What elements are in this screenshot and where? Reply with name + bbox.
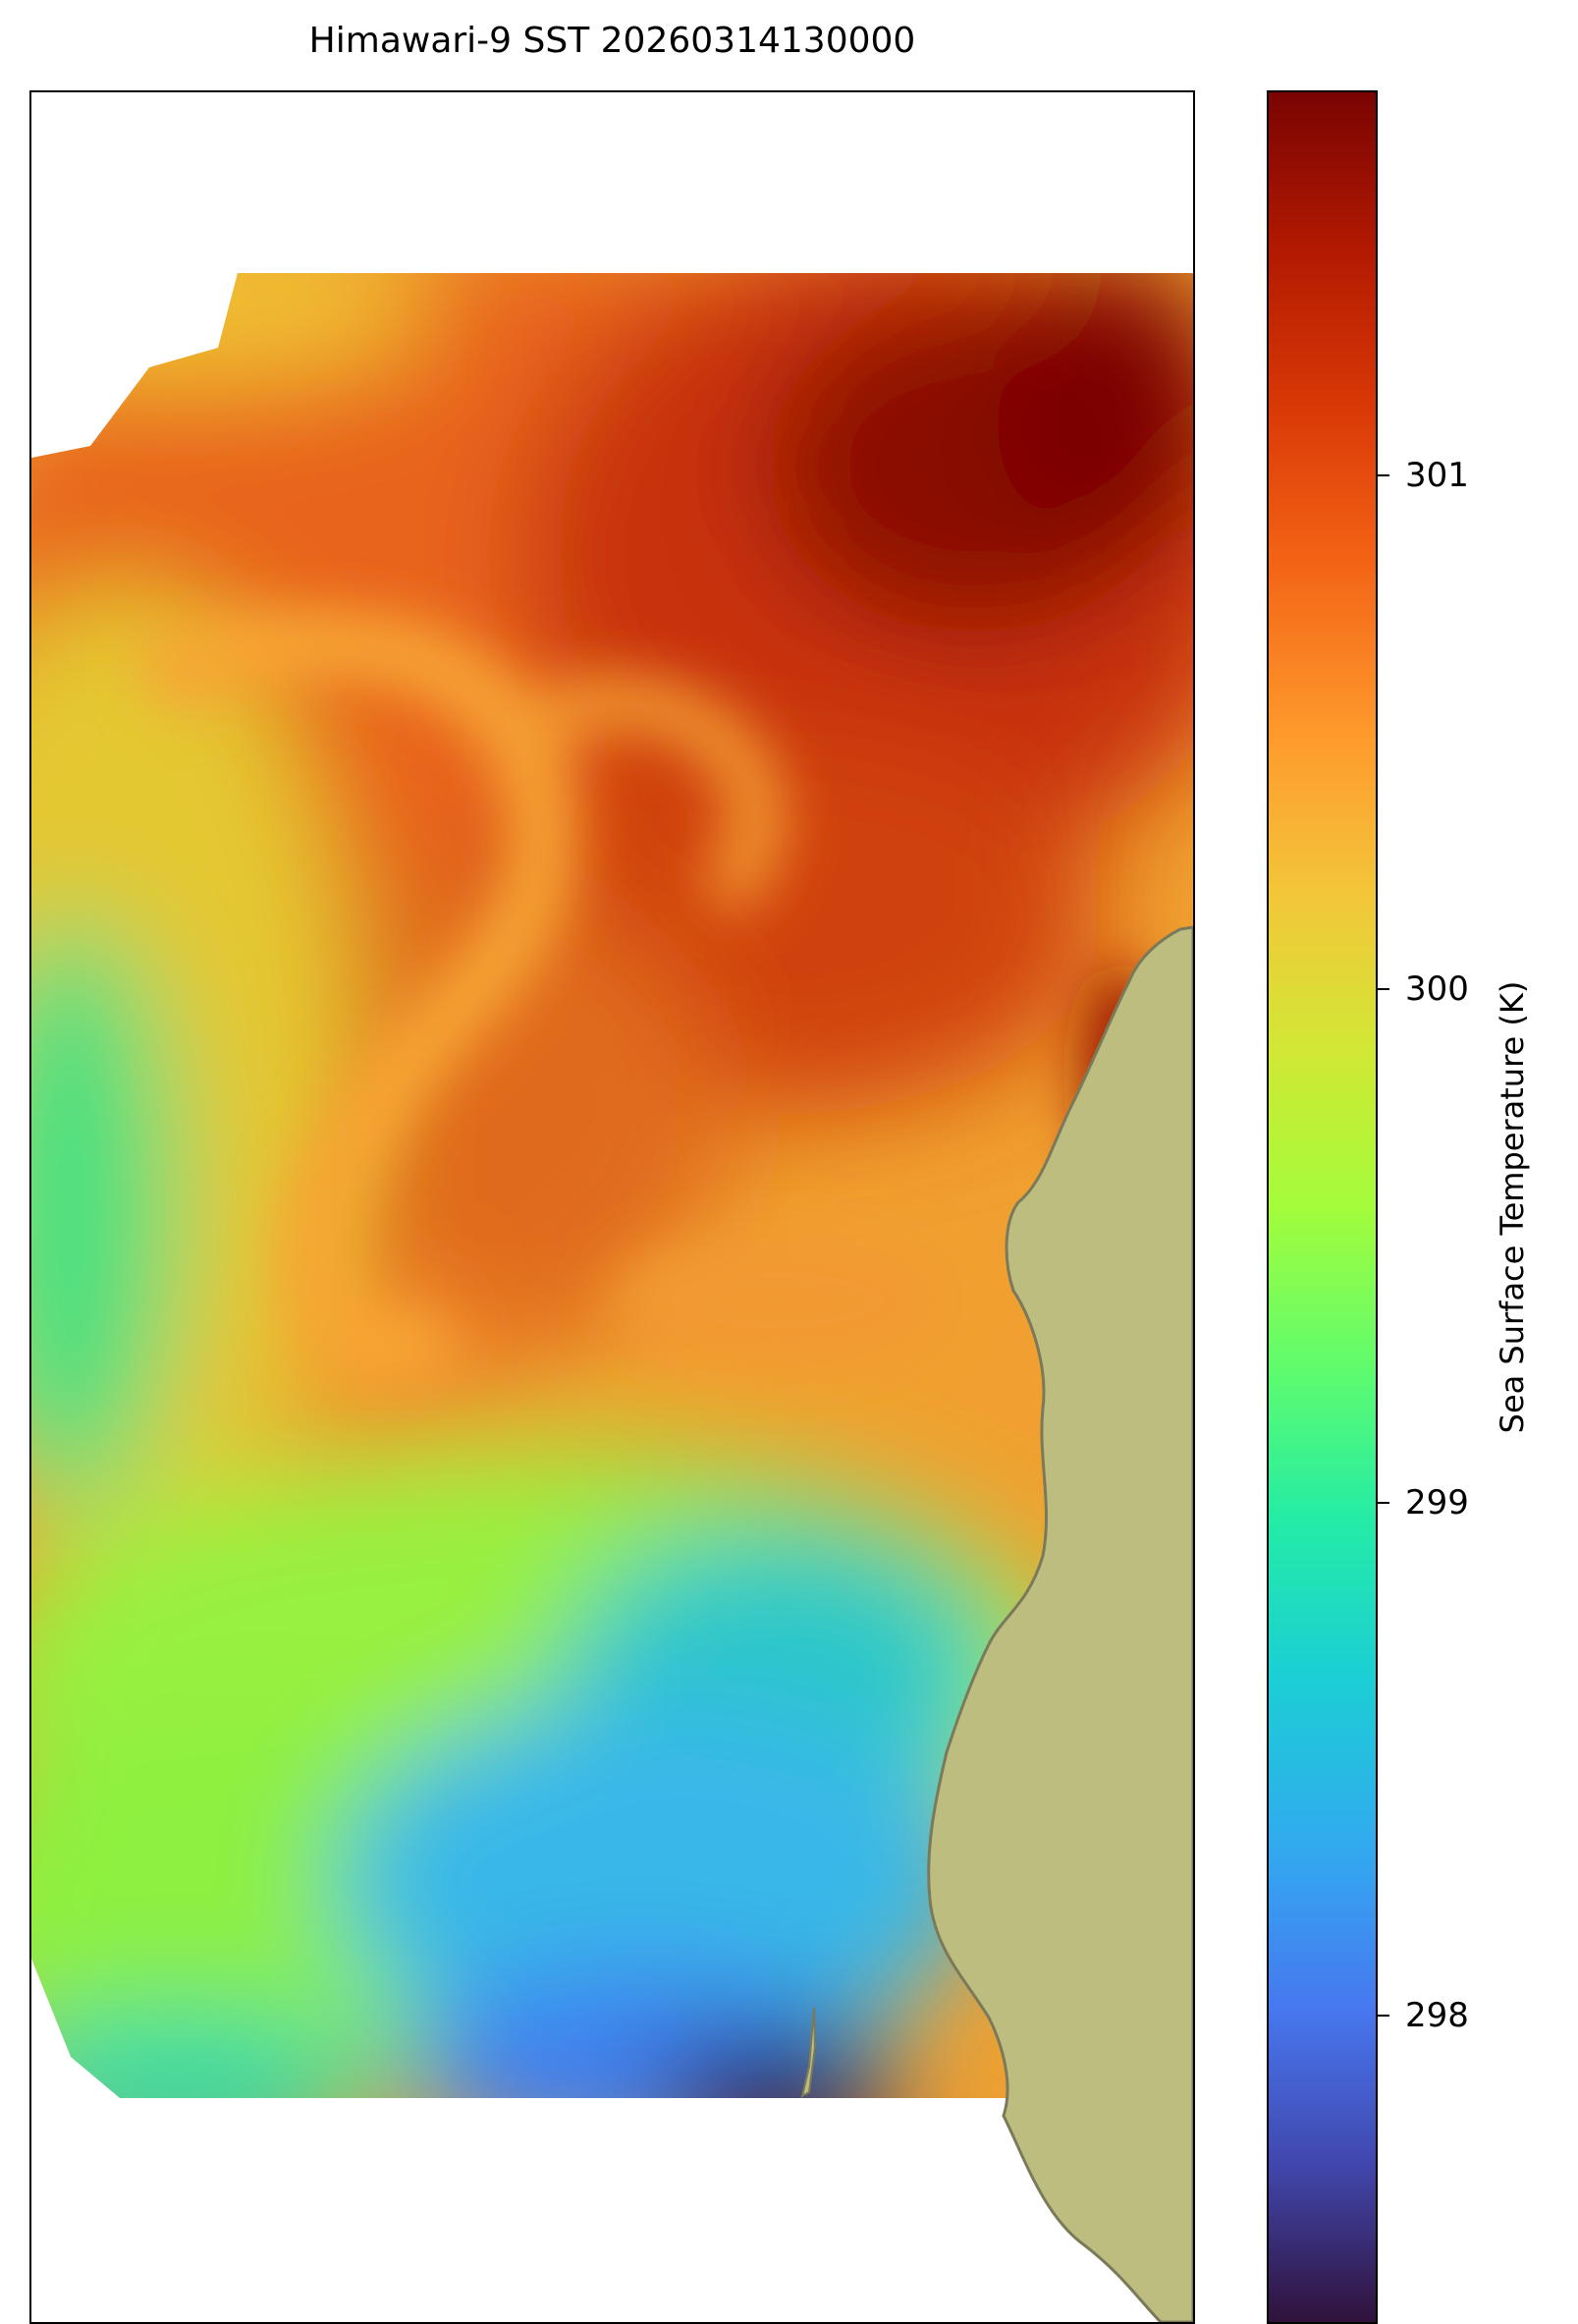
chart-title: Himawari-9 SST 20260314130000 (308, 21, 916, 61)
sst-map (29, 90, 1195, 2324)
colorbar-tick-label: 298 (1405, 1996, 1469, 2036)
colorbar-tick-mark (1378, 2015, 1389, 2018)
colorbar-tick-label: 299 (1405, 1482, 1469, 1522)
colorbar-tick-label: 300 (1405, 968, 1469, 1009)
land-mass (927, 925, 1193, 2322)
colorbar-tick-mark (1378, 987, 1389, 990)
colorbar-label: Sea Surface Temperature (K) (1494, 980, 1531, 1434)
sst-raster (31, 273, 1193, 2098)
colorbar-tick-label: 301 (1405, 456, 1469, 496)
colorbar-ticks: 298 299 300 301 (1378, 90, 1476, 2324)
colorbar-tick-mark (1378, 1501, 1389, 1504)
sst-field (31, 273, 1193, 2322)
colorbar-tick-mark (1378, 474, 1389, 477)
small-island (800, 2007, 817, 2099)
colorbar (1267, 90, 1378, 2324)
